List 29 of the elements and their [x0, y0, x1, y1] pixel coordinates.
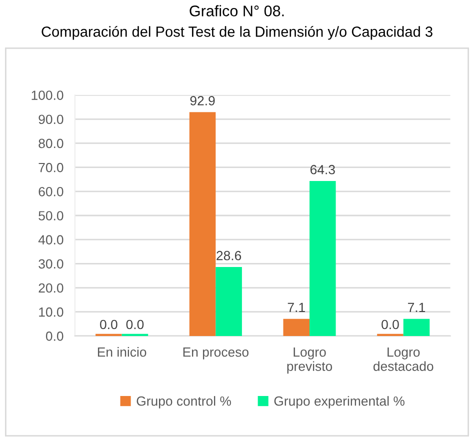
x-tick-label: Logro previsto: [287, 348, 332, 374]
x-tick-label: En inicio: [98, 347, 146, 357]
data-label: 28.6: [216, 250, 242, 260]
y-tick-label: 40.0: [38, 235, 64, 244]
y-tick-label: 0.0: [46, 332, 64, 341]
data-label: 7.1: [408, 302, 426, 312]
data-label: 0.0: [100, 320, 118, 330]
y-tick-label: 10.0: [39, 307, 64, 317]
chart-subtitle: Comparación del Post Test de la Dimensión y/o Capacidad 3: [42, 26, 432, 40]
bar: [216, 267, 242, 336]
legend-label: Grupo experimental %: [274, 396, 404, 408]
y-tick-label: 100.0: [32, 90, 64, 100]
x-tick-label: En proceso: [183, 348, 248, 360]
data-label: 92.9: [190, 96, 215, 106]
legend-label: Grupo control %: [136, 396, 231, 408]
y-tick-label: 60.0: [38, 186, 64, 196]
y-tick-label: 50.0: [38, 211, 64, 220]
data-label: 7.1: [288, 302, 305, 312]
data-label: 64.3: [310, 164, 335, 174]
chart-title: Grafico N° 08.: [190, 5, 284, 16]
data-label: 0.0: [382, 320, 399, 330]
data-label: 0.0: [126, 320, 144, 330]
y-tick-label: 70.0: [38, 162, 64, 172]
y-tick-label: 20.0: [38, 283, 64, 293]
y-tick-label: 30.0: [38, 259, 64, 269]
x-tick-label: Logro destacado: [373, 348, 434, 371]
y-tick-label: 80.0: [38, 138, 64, 148]
y-tick-label: 90.0: [38, 114, 64, 124]
bar: [310, 181, 336, 336]
